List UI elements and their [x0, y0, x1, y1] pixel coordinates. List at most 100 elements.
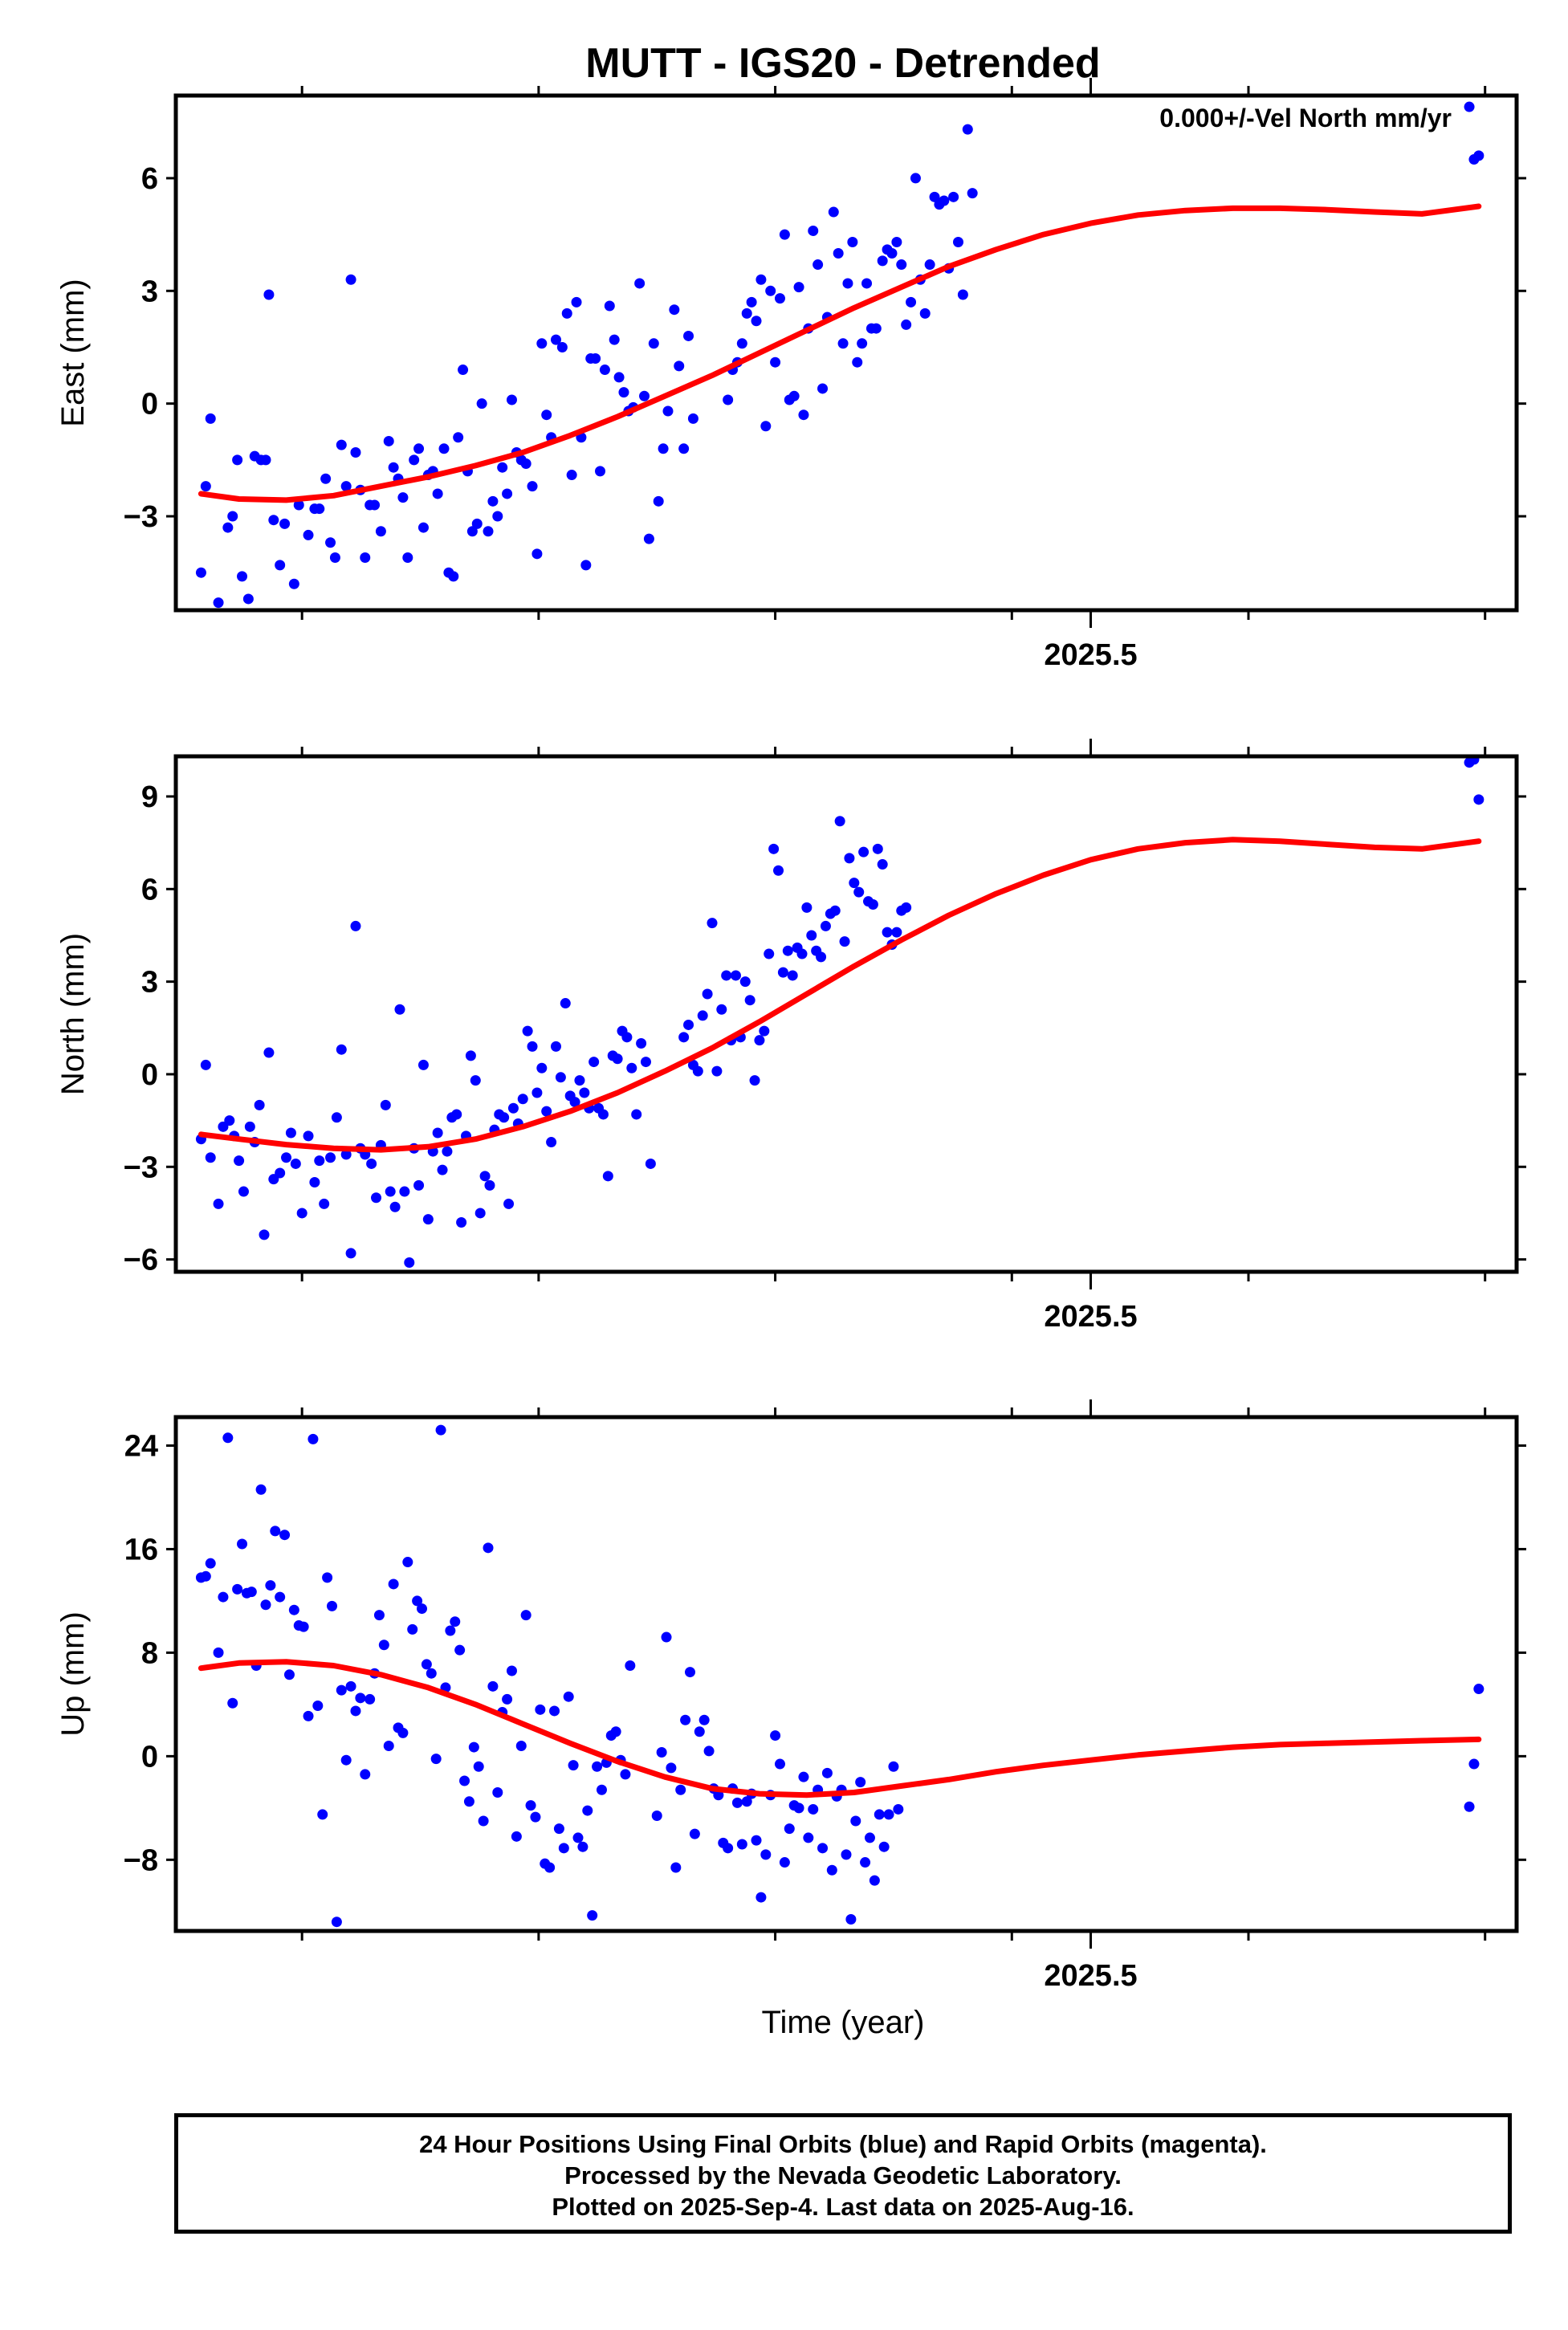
- east-ytick-label: 3: [141, 275, 158, 308]
- east-data-point: [1464, 101, 1475, 112]
- north-data-point: [569, 1097, 580, 1108]
- up-data-point: [572, 1832, 584, 1843]
- north-data-point: [730, 970, 741, 981]
- east-data-point: [736, 338, 747, 349]
- up-data-point: [888, 1761, 899, 1772]
- east-trend-line: [198, 203, 1482, 503]
- up-data-point: [426, 1668, 437, 1679]
- north-frame: [173, 754, 1519, 1274]
- north-data-point: [858, 846, 870, 857]
- up-data-point: [666, 1762, 677, 1774]
- north-data-point: [867, 899, 878, 910]
- east-data-point: [417, 522, 429, 533]
- up-plot-area: [195, 1424, 1485, 1928]
- north-trend-line: [198, 837, 1482, 1153]
- east-data-point: [260, 454, 271, 466]
- up-data-point: [473, 1761, 484, 1772]
- north-data-point: [259, 1229, 270, 1240]
- north-data-point: [707, 918, 718, 929]
- east-data-point: [886, 248, 898, 259]
- east-data-point: [205, 413, 216, 424]
- north-data-point: [901, 902, 912, 913]
- north-data-point: [631, 1109, 642, 1120]
- up-data-point: [592, 1761, 603, 1772]
- up-data-point: [340, 1754, 352, 1766]
- north-data-point: [404, 1257, 415, 1268]
- east-data-point: [861, 278, 873, 289]
- up-data-point: [703, 1745, 715, 1757]
- up-data-point: [327, 1600, 338, 1611]
- up-data-point: [1464, 1801, 1475, 1812]
- up-data-point: [855, 1777, 866, 1788]
- east-data-point: [817, 383, 829, 394]
- east-data-point: [662, 405, 674, 417]
- east-data-point: [566, 470, 577, 481]
- east-data-point: [483, 526, 494, 537]
- east-data-point: [303, 529, 314, 540]
- north-data-point: [437, 1164, 448, 1175]
- up-data-point: [463, 1796, 474, 1807]
- north-data-point: [470, 1075, 481, 1086]
- east-data-point: [195, 567, 206, 578]
- east-data-point: [1473, 150, 1485, 161]
- east-data-point: [939, 195, 950, 206]
- east-data-point: [924, 259, 935, 271]
- north-data-point: [394, 1004, 405, 1015]
- up-ytick-label: 16: [124, 1533, 158, 1566]
- up-data-point: [808, 1803, 819, 1815]
- up-data-point: [378, 1640, 389, 1651]
- north-data-point: [574, 1075, 585, 1086]
- up-data-point: [232, 1583, 243, 1595]
- up-data-point: [1473, 1684, 1485, 1695]
- east-data-point: [458, 365, 469, 376]
- east-data-point: [497, 462, 508, 473]
- east-data-point: [413, 443, 425, 454]
- north-data-point: [417, 1059, 429, 1070]
- up-data-point: [893, 1803, 904, 1815]
- north-data-point: [777, 967, 788, 978]
- north-data-point: [527, 1041, 538, 1052]
- east-data-point: [837, 338, 849, 349]
- up-data-point: [218, 1591, 229, 1603]
- north-data-point: [1468, 756, 1480, 765]
- east-data-point: [634, 278, 646, 289]
- east-data-point: [658, 443, 669, 454]
- east-data-point: [402, 552, 413, 563]
- up-data-point: [774, 1758, 785, 1770]
- footer-box: 24 Hour Positions Using Final Orbits (bl…: [174, 2113, 1512, 2234]
- up-data-point: [878, 1841, 890, 1852]
- up-data-point: [350, 1705, 361, 1717]
- up-data-point: [821, 1767, 833, 1778]
- north-data-point: [796, 948, 808, 959]
- east-data-point: [723, 394, 734, 405]
- east-data-point: [502, 488, 513, 499]
- up-data-point: [1468, 1758, 1480, 1770]
- east-data-point: [852, 356, 863, 368]
- north-plot-area: [195, 756, 1485, 1268]
- up-data-point: [798, 1771, 809, 1782]
- up-data-point: [454, 1644, 466, 1656]
- up-data-point: [860, 1857, 871, 1868]
- north-data-point: [499, 1112, 510, 1123]
- east-data-point: [833, 248, 844, 259]
- east-data-point: [476, 398, 487, 409]
- east-data-point: [213, 597, 224, 609]
- up-data-point: [883, 1809, 894, 1820]
- north-data-point: [550, 1041, 561, 1052]
- up-data-point: [544, 1862, 556, 1873]
- east-data-point: [350, 446, 361, 458]
- north-data-point: [319, 1198, 330, 1209]
- north-data-point: [479, 1171, 491, 1182]
- north-data-point: [546, 1137, 557, 1148]
- up-data-point: [530, 1811, 541, 1823]
- east-plot-area: [195, 101, 1485, 609]
- north-data-point: [636, 1038, 647, 1049]
- north-data-point: [536, 1062, 548, 1073]
- east-data-point: [798, 409, 809, 421]
- north-data-point: [345, 1248, 356, 1259]
- east-data-point: [910, 173, 921, 184]
- up-data-point: [826, 1864, 837, 1876]
- east-data-point: [438, 443, 450, 454]
- north-data-point: [816, 951, 827, 963]
- up-data-point: [275, 1591, 286, 1603]
